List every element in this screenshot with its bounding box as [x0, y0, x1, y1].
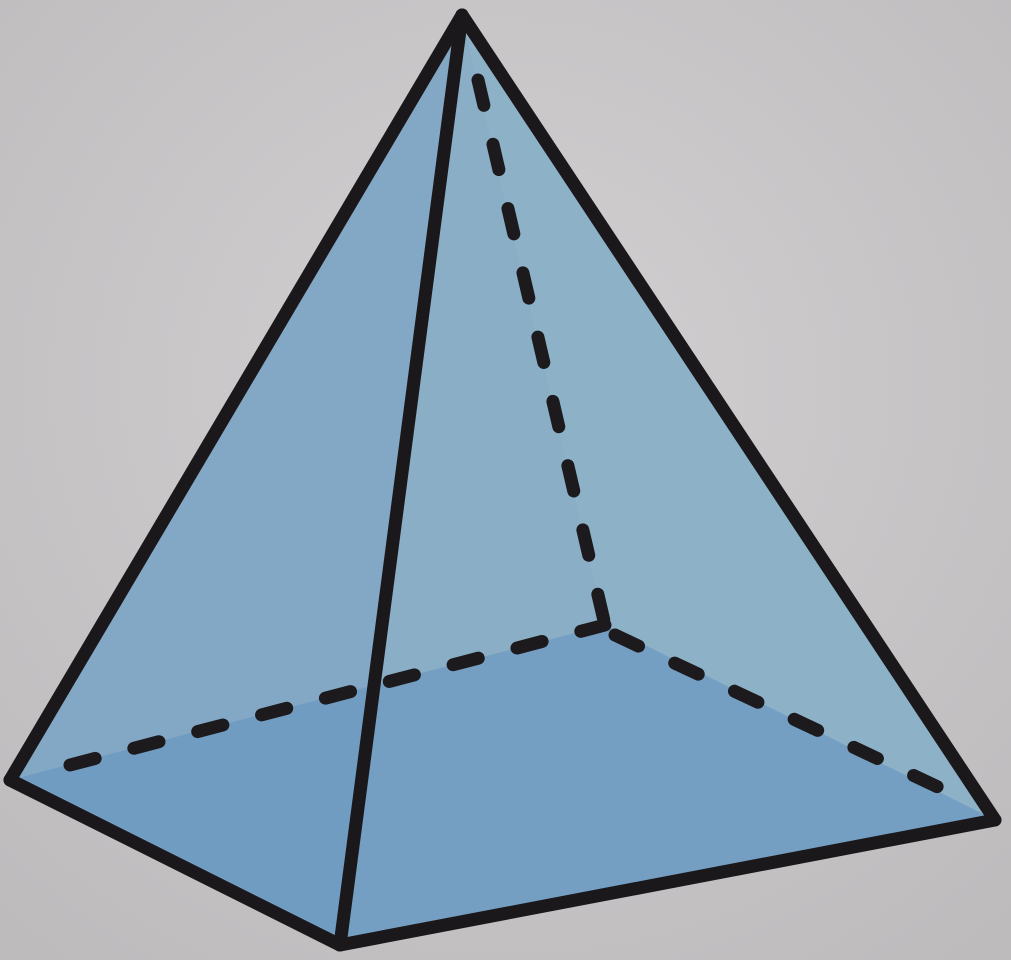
- front-right-face: [340, 15, 995, 945]
- front-left-face: [10, 15, 462, 945]
- visible-edges: [3, 8, 1002, 952]
- edge: [333, 8, 469, 952]
- edge: [3, 773, 347, 952]
- hidden-edge: [63, 618, 612, 772]
- hidden-edges: [63, 73, 962, 802]
- edge: [455, 8, 1002, 827]
- edge: [3, 8, 469, 787]
- hidden-edge: [471, 73, 612, 632]
- hidden-edge: [608, 628, 962, 802]
- edge: [333, 813, 1002, 952]
